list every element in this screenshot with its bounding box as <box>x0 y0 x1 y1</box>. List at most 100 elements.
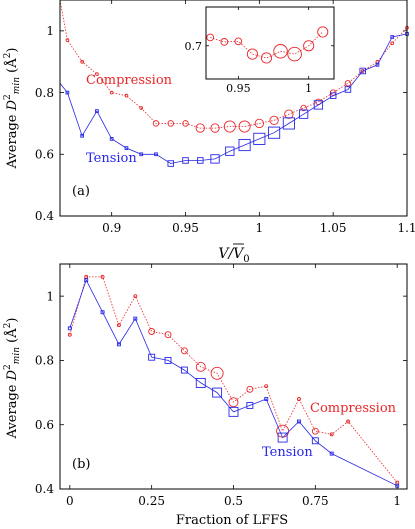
panel-b-frame <box>59 263 408 490</box>
compression-b-marker <box>195 361 206 372</box>
tension-marker <box>329 92 337 99</box>
panel-b-ytick-label: 0.8 <box>35 354 54 368</box>
panel-b-xtick-label: 0.5 <box>224 494 243 508</box>
panel-b-ytick-label: 0.6 <box>35 418 54 432</box>
inset-compression-marker <box>206 33 215 42</box>
panel-a-ytick-label: 0.8 <box>35 86 54 100</box>
tension-b-marker <box>228 406 239 417</box>
inset-ticks: 0.95 1 0.7 <box>185 7 334 95</box>
panel-a-ytick-label: 1 <box>46 24 54 38</box>
compression-b-marker <box>133 294 138 299</box>
tension-marker <box>225 146 235 156</box>
tension-marker <box>154 152 158 157</box>
tension-marker <box>182 157 189 164</box>
inset-background <box>206 7 334 79</box>
tension-marker <box>167 160 174 167</box>
compression-marker <box>238 120 251 133</box>
panel-a-ylabel-text: Average D2min (Å2) <box>3 48 22 170</box>
panel-a-xtick-label: 0.9 <box>102 221 121 235</box>
compression-b-marker <box>100 274 105 279</box>
panel-a-series <box>59 0 409 167</box>
compression-annotation: Compression <box>86 73 173 88</box>
tension-marker <box>313 100 324 110</box>
tension-marker <box>375 62 380 67</box>
compression-marker <box>65 38 70 42</box>
tension-b-marker <box>100 310 105 315</box>
panel-a-ticks: 0.9 0.95 1 1.05 1.1 0.4 0.6 0.8 1 <box>35 0 415 235</box>
compression-marker <box>390 41 395 46</box>
inset-xtick-label: 0.95 <box>226 82 251 95</box>
panel-b-ylabel-text: Average D2min (Å2) <box>3 318 22 440</box>
compression-b-marker <box>180 347 188 355</box>
tension-marker <box>210 154 220 164</box>
compression-b-marker <box>116 323 121 328</box>
compression-b-marker <box>67 332 72 337</box>
compression-b-line <box>69 276 398 483</box>
panel-b-ticks: 0 0.25 0.5 0.75 1 0.4 0.6 0.8 1 <box>35 264 407 508</box>
panel-b: 0 0.25 0.5 0.75 10.40.60.81 (b) Compression … <box>3 263 408 528</box>
compression-marker <box>300 104 307 112</box>
tension-b-marker <box>164 356 172 364</box>
compression-marker <box>139 106 144 110</box>
inset-series <box>206 26 329 64</box>
tension-marker <box>139 152 144 157</box>
compression-b-marker <box>228 397 239 408</box>
tension-b-marker <box>311 437 319 445</box>
panel-a-ytick-label: 0.6 <box>35 147 54 161</box>
inset-compression-marker <box>287 46 302 62</box>
compression-b-marker <box>264 384 269 389</box>
tension-marker <box>253 132 266 145</box>
panel-a-ytick-label: 0.4 <box>35 209 54 223</box>
tension-marker <box>95 109 99 113</box>
compression-marker <box>124 93 129 98</box>
tension-b-marker <box>297 419 301 424</box>
compression-marker <box>269 115 279 125</box>
compression-marker <box>344 80 352 87</box>
panel-b-xtick-label: 1 <box>393 494 401 508</box>
compression-marker <box>109 90 114 95</box>
compression-b-marker <box>210 366 224 380</box>
compression-marker <box>284 109 294 119</box>
panel-b-label: (b) <box>72 457 90 472</box>
tension-marker <box>109 137 114 141</box>
tension-b-marker <box>84 278 89 283</box>
compression-marker <box>210 123 220 133</box>
tension-marker <box>238 138 251 152</box>
inset-compression-marker <box>234 37 243 46</box>
panel-a: 0.9 0.95 1 1.05 1.1 0.4 0.6 0.8 1 (a) Compressio… <box>3 0 415 265</box>
panel-a-label: (a) <box>72 184 90 199</box>
compression-marker <box>167 120 174 127</box>
compression-marker <box>80 59 84 64</box>
tension-b-line <box>69 279 398 487</box>
compression-marker <box>360 69 365 73</box>
panel-a-xlabel-text: V/V0 <box>218 246 249 265</box>
panel-a-xtick-label: 0.95 <box>172 221 199 235</box>
panel-b-xtick-label: 0 <box>66 494 74 508</box>
tension-b-marker <box>246 401 254 409</box>
inset-ytick-label: 0.7 <box>185 40 203 53</box>
panel-a-ylabel: Average D2min (Å2) <box>3 48 22 170</box>
tension-b-marker <box>395 483 400 488</box>
tension-b-marker <box>116 342 121 347</box>
panel-b-xtick-label: 0.25 <box>138 494 165 508</box>
tension-b-marker <box>212 387 223 398</box>
compression-b-marker <box>164 331 172 339</box>
compression-line <box>59 0 408 129</box>
inset-xtick-label: 1 <box>305 82 312 95</box>
tension-b-marker <box>148 353 156 361</box>
inset-compression-marker <box>317 26 329 38</box>
panel-a-xtick-label: 1.1 <box>397 221 415 235</box>
panel-b-xlabel: Fraction of LFFS <box>176 513 288 528</box>
panel-a-xtick-label: 1.05 <box>320 221 347 235</box>
tension-b-marker <box>67 326 72 331</box>
tension-marker <box>282 117 295 130</box>
compression-marker <box>95 72 99 76</box>
panel-a-frame <box>59 0 408 217</box>
tension-marker <box>344 86 352 93</box>
compression-b-marker <box>148 328 156 335</box>
tension-marker <box>298 109 309 119</box>
compression-marker <box>195 123 205 133</box>
tension-line <box>59 33 408 164</box>
compression-b-marker <box>346 419 351 424</box>
compression-b-marker <box>329 432 334 437</box>
